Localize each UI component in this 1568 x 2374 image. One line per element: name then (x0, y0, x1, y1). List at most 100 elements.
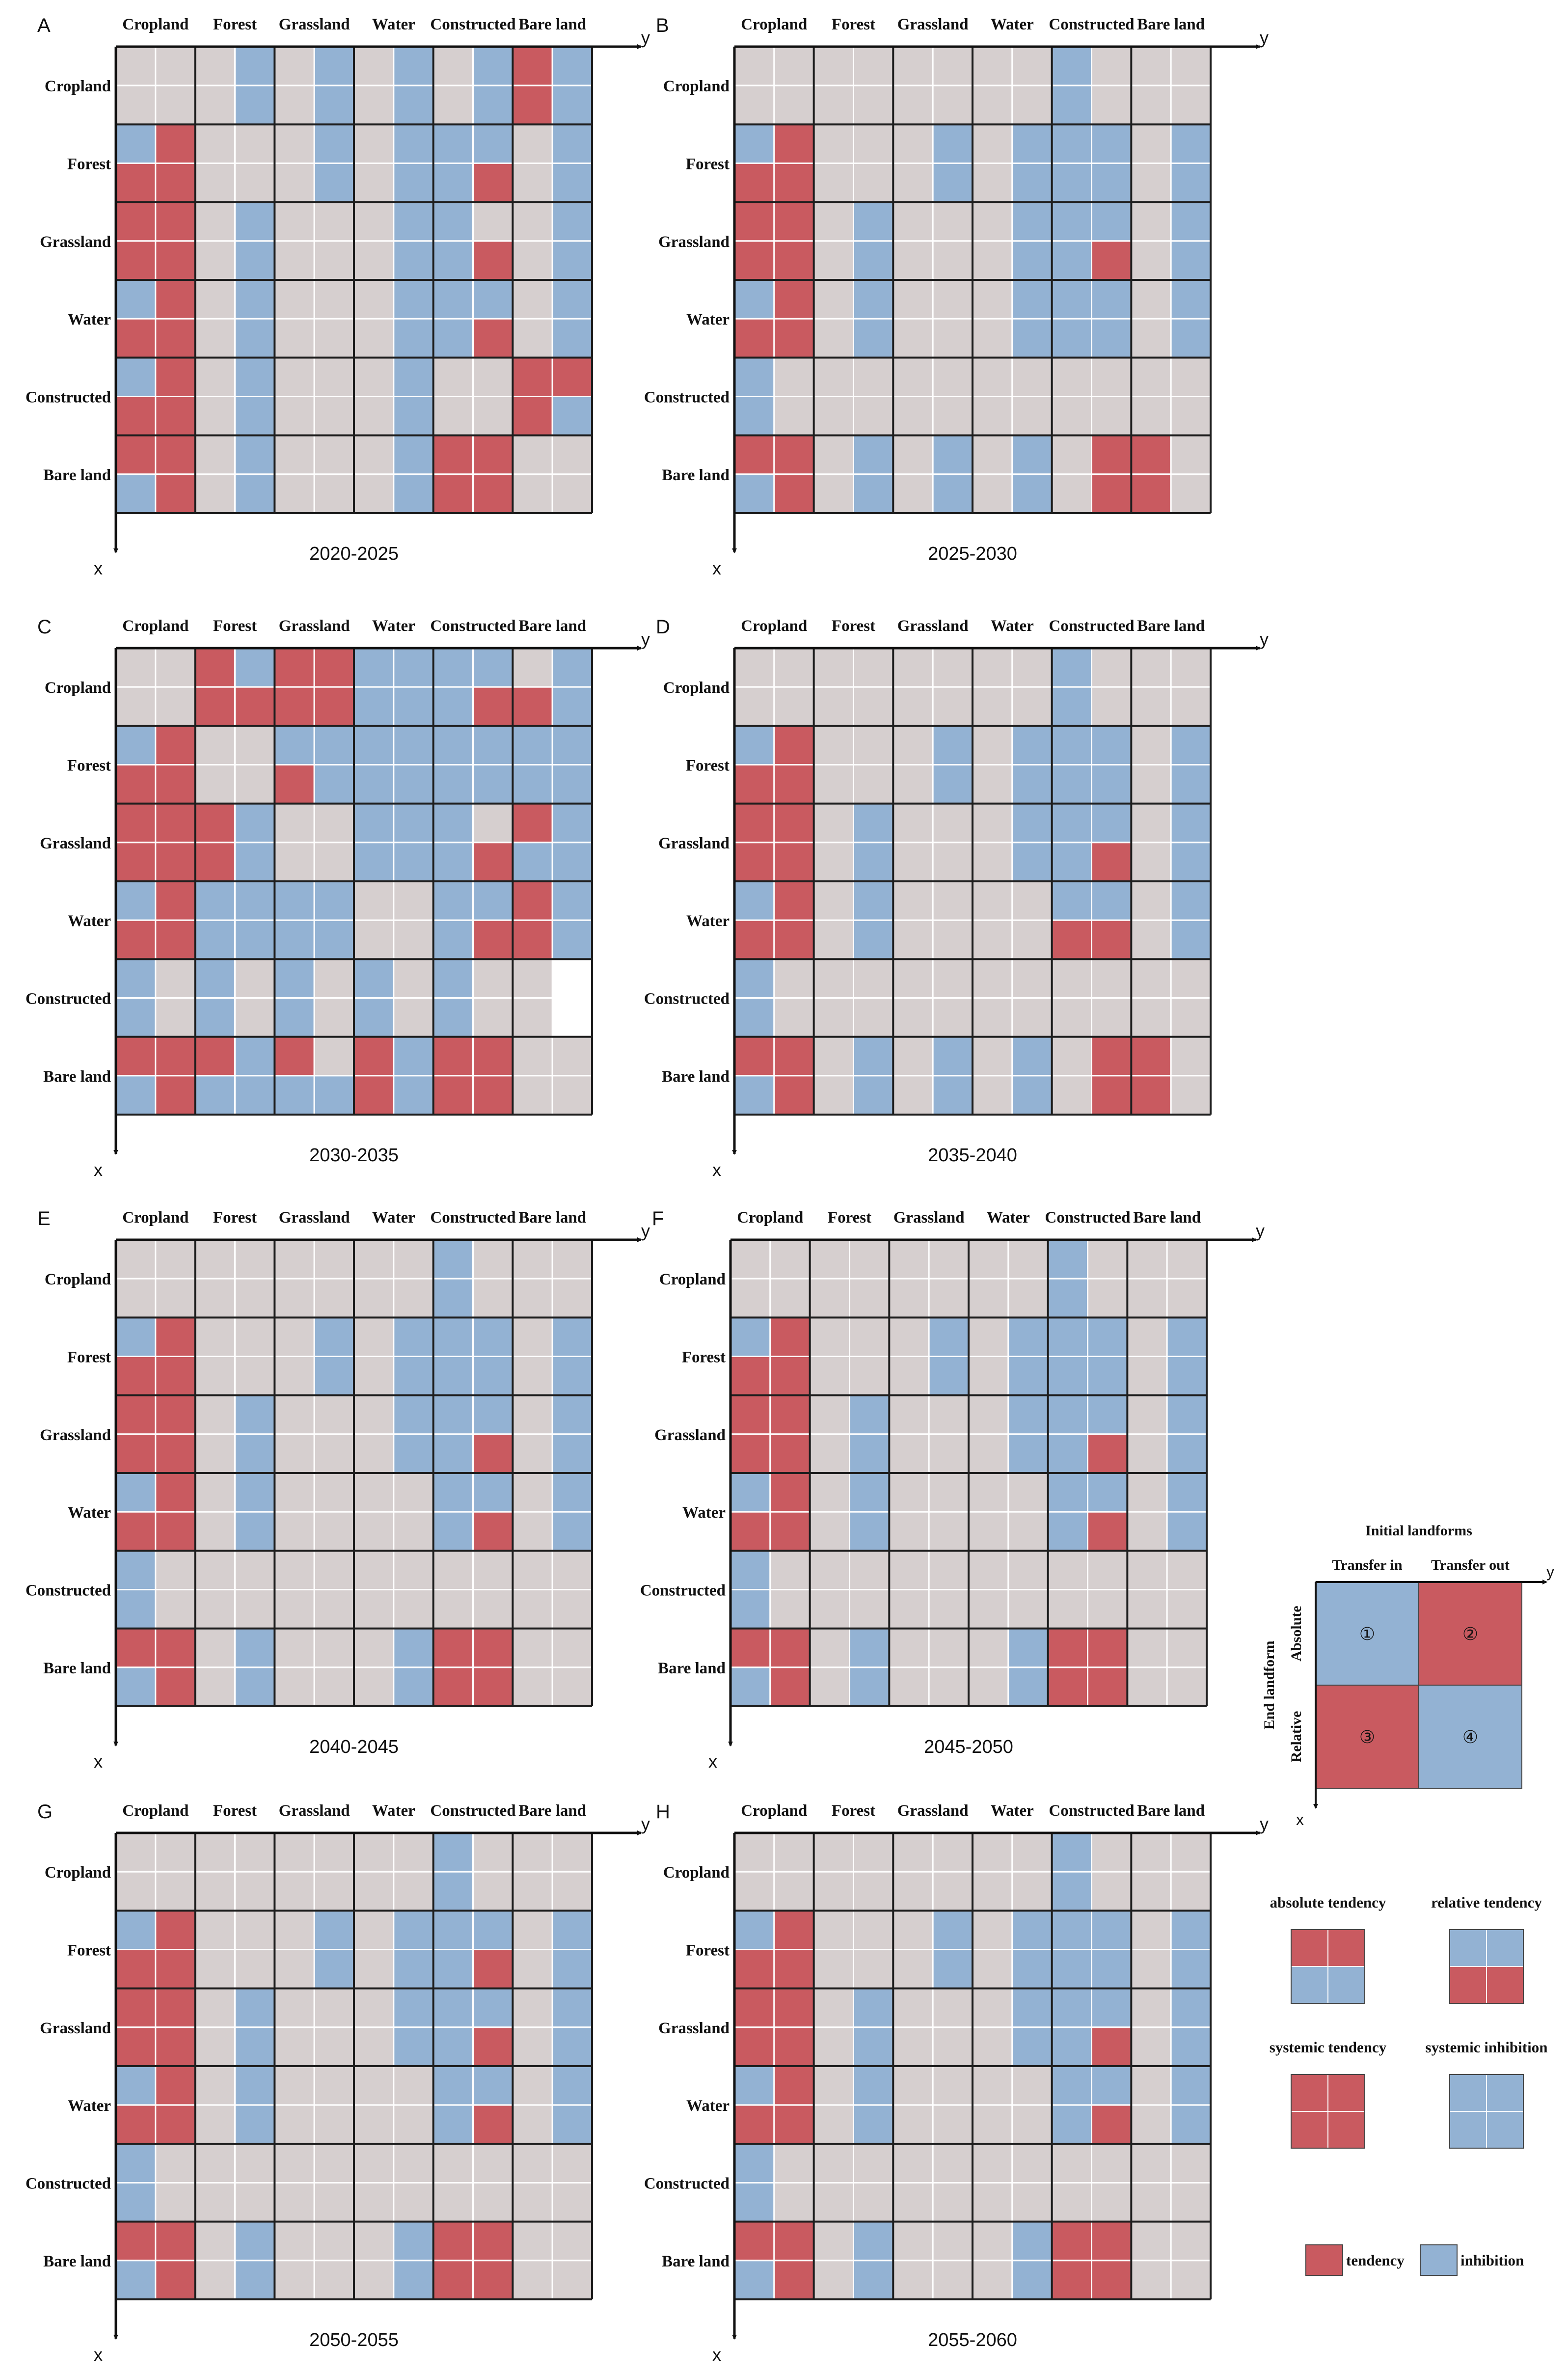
heatmap-cell (972, 2143, 1013, 2184)
heatmap-cell (155, 473, 196, 514)
heatmap-cell (313, 2260, 355, 2300)
heatmap-cell (433, 919, 474, 960)
heatmap-cell (928, 1550, 970, 1590)
heatmap-cell (234, 318, 275, 358)
heatmap-cell (1170, 473, 1212, 514)
row-label: Forest (67, 757, 111, 775)
heatmap-cell (234, 686, 275, 727)
heatmap-cell (1091, 473, 1132, 514)
heatmap-cell (1087, 1239, 1128, 1280)
heatmap-cell (733, 163, 775, 203)
heatmap-cell (273, 1433, 315, 1474)
x-axis-label: x (94, 1160, 103, 1180)
heatmap-cell (155, 435, 196, 475)
heatmap-cell (472, 1949, 514, 1990)
heatmap-cell (1130, 2182, 1172, 2223)
heatmap-cell (472, 1278, 514, 1318)
heatmap-cell (1047, 1628, 1089, 1668)
heatmap-cell (853, 2182, 894, 2223)
heatmap-cell (1091, 396, 1132, 437)
heatmap-cell (892, 997, 934, 1038)
legend-pattern-label: relative tendency (1431, 1894, 1542, 1911)
heatmap-cell (512, 356, 553, 397)
heatmap-cell (1051, 958, 1093, 999)
heatmap-cell (813, 356, 854, 397)
heatmap-cell (551, 1075, 593, 1116)
heatmap-cell (194, 318, 236, 358)
heatmap-cell (472, 396, 514, 437)
col-label: Forest (832, 16, 875, 33)
heatmap-cell (730, 1589, 771, 1630)
heatmap-cell (1051, 2143, 1093, 2184)
heatmap-cell (1126, 1278, 1168, 1318)
heatmap-cell (313, 725, 355, 766)
heatmap-cell (1130, 1075, 1172, 1116)
heatmap-cell (313, 1550, 355, 1590)
heatmap-cell (733, 396, 775, 437)
row-label: Cropland (45, 1864, 111, 1882)
heatmap-cell (194, 958, 236, 999)
heatmap-cell (1051, 2182, 1093, 2223)
panel-letter: F (652, 1208, 664, 1229)
heatmap-cell (972, 1949, 1013, 1990)
heatmap-cell (932, 1832, 973, 1873)
heatmap-cell (115, 2182, 157, 2223)
heatmap-cell (115, 2260, 157, 2300)
heatmap-cell (313, 2182, 355, 2223)
heatmap-cell (1011, 46, 1053, 86)
heatmap-cell (1091, 958, 1132, 999)
heatmap-cell (1130, 356, 1172, 397)
heatmap-cell (353, 880, 395, 921)
heatmap-cell (853, 435, 894, 475)
heatmap-cell (809, 1511, 850, 1552)
heatmap-cell (1047, 1472, 1089, 1513)
heatmap-cell (1051, 1988, 1093, 2028)
heatmap-cell (194, 1075, 236, 1116)
heatmap-cell (733, 2065, 775, 2106)
heatmap-cell (234, 880, 275, 921)
heatmap-cell (888, 1239, 930, 1280)
heatmap-cell (813, 435, 854, 475)
heatmap-cell (1091, 1949, 1132, 1990)
panel-E: E Cropland Forest Grassland Water Constructed… (26, 1208, 650, 1772)
heatmap-cell (773, 1871, 815, 1911)
row-label: Bare land (662, 2253, 730, 2270)
col-label: Bare land (1137, 16, 1205, 33)
heatmap-cell (353, 1988, 395, 2028)
heatmap-cell (194, 1394, 236, 1435)
heatmap-cell (972, 764, 1013, 805)
heatmap-cell (853, 958, 894, 999)
heatmap-cell (551, 84, 593, 125)
heatmap-cell (1047, 1550, 1089, 1590)
col-label: Grassland (897, 16, 969, 33)
heatmap-cell (1011, 686, 1053, 727)
heatmap-cell (313, 764, 355, 805)
heatmap-cell (512, 2260, 553, 2300)
heatmap-cell (433, 1628, 474, 1668)
heatmap-cell (512, 764, 553, 805)
heatmap-cell (1051, 1871, 1093, 1911)
heatmap-cell (551, 1433, 593, 1474)
heatmap-cell (809, 1356, 850, 1396)
heatmap-cell (273, 123, 315, 164)
heatmap-cell (551, 1988, 593, 2028)
heatmap-cell (393, 201, 434, 242)
heatmap-cell (115, 686, 157, 727)
heatmap-cell (733, 842, 775, 882)
heatmap-cell (353, 46, 395, 86)
heatmap-cell (972, 1036, 1013, 1077)
heatmap-cell (773, 2221, 815, 2262)
heatmap-cell (433, 803, 474, 844)
heatmap-cell (194, 919, 236, 960)
heatmap-cell (888, 1511, 930, 1552)
heatmap-cell (1091, 279, 1132, 320)
heatmap-cell (1130, 2065, 1172, 2106)
heatmap-cell (730, 1394, 771, 1435)
col-label: Forest (832, 1802, 875, 1820)
heatmap-cell (730, 1511, 771, 1552)
heatmap-cell (353, 725, 395, 766)
heatmap-cell (1170, 764, 1212, 805)
heatmap-cell (968, 1316, 1009, 1357)
heatmap-cell (972, 2104, 1013, 2145)
heatmap-cell (115, 240, 157, 281)
